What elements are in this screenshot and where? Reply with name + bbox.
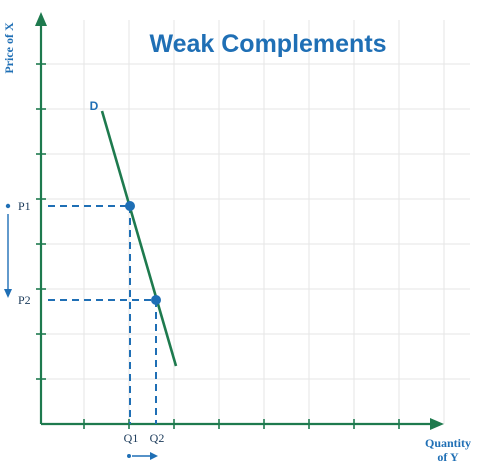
arrow-down-icon — [4, 203, 12, 298]
demand-curve — [100, 110, 178, 367]
arrow-right-icon — [127, 452, 158, 460]
p1-label: P1 — [18, 199, 31, 213]
q1-label: Q1 — [124, 431, 139, 445]
axes — [35, 12, 444, 430]
guide-lines — [48, 205, 157, 424]
demand-curve-label: D — [90, 99, 99, 113]
grid — [41, 20, 470, 424]
x-axis-label-line2: of Y — [437, 450, 459, 464]
point-p2-q2 — [151, 295, 161, 305]
diagram-title: Weak Complements — [149, 30, 386, 58]
y-axis-arrowhead — [35, 12, 47, 26]
y-axis-label: Price of X — [2, 22, 16, 74]
x-axis-arrowhead — [430, 418, 444, 430]
p2-label: P2 — [18, 293, 31, 307]
point-p1-q1 — [125, 201, 135, 211]
q2-label: Q2 — [150, 431, 165, 445]
x-axis-label-line1: Quantity — [425, 436, 471, 450]
